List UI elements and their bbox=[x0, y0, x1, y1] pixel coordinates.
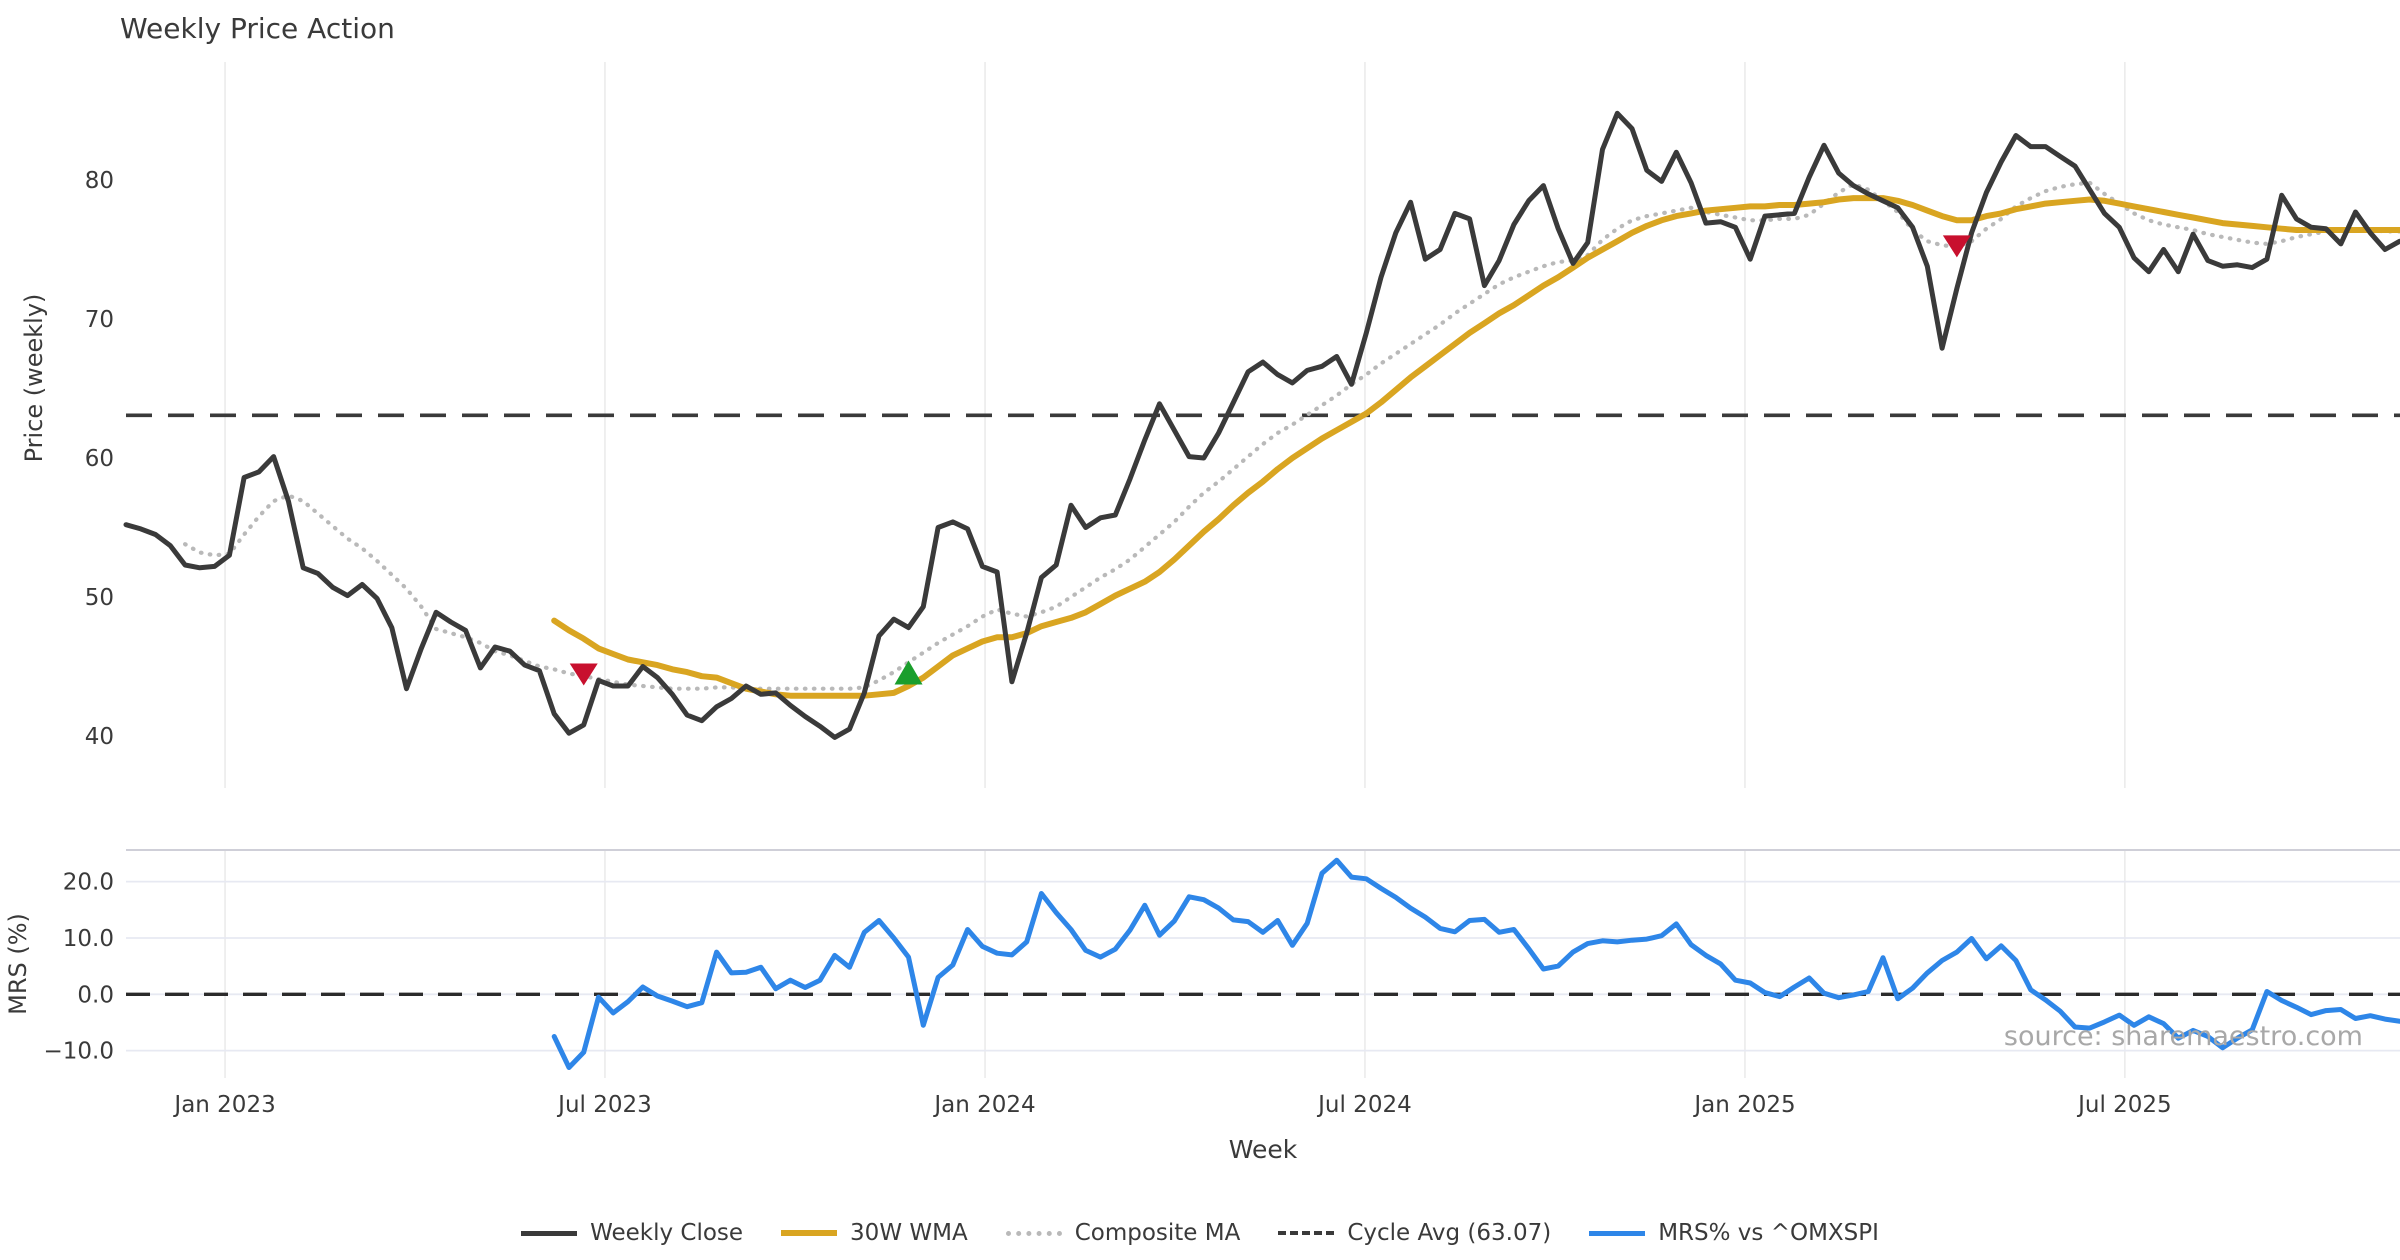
tick-layer: 40 50 60 70 80 20.0 10.0 0.0 −10.0 Jan 2023 Jul 20… bbox=[44, 168, 2172, 1118]
source-watermark: source: sharemaestro.com bbox=[2004, 1021, 2363, 1052]
x-tick-label: Jul 2024 bbox=[1316, 1092, 1412, 1118]
price-y-tick-label: 40 bbox=[85, 724, 114, 750]
legend-label: MRS% vs ^OMXSPI bbox=[1658, 1220, 1879, 1246]
legend-label: Composite MA bbox=[1074, 1220, 1241, 1246]
wma-30w-line bbox=[551, 195, 2400, 699]
mrs-y-axis-label: MRS (%) bbox=[4, 913, 32, 1015]
chart-title: Weekly Price Action bbox=[120, 12, 395, 45]
legend-item-cycle-avg: Cycle Avg (63.07) bbox=[1278, 1220, 1551, 1246]
price-y-tick-label: 80 bbox=[85, 168, 114, 194]
mrs-y-tick-label: 10.0 bbox=[63, 926, 114, 952]
x-tick-label: Jan 2023 bbox=[172, 1092, 275, 1118]
triangle-down-marker bbox=[569, 663, 598, 686]
price-y-axis-label: Price (weekly) bbox=[20, 294, 48, 463]
grid-layer bbox=[126, 62, 2400, 1078]
price-y-tick-label: 70 bbox=[85, 307, 114, 333]
legend-label: Cycle Avg (63.07) bbox=[1347, 1220, 1552, 1246]
legend: Weekly Close 30W WMA Composite MA Cycle … bbox=[0, 1212, 2400, 1254]
composite-ma-line-swatch bbox=[1005, 1230, 1062, 1236]
legend-label: 30W WMA bbox=[850, 1220, 968, 1246]
weekly-close-line-swatch bbox=[521, 1230, 578, 1236]
legend-label: Weekly Close bbox=[590, 1220, 744, 1246]
weekly-close-line bbox=[123, 110, 2400, 740]
mrs-y-tick-label: −10.0 bbox=[44, 1039, 114, 1065]
legend-item-mrs: MRS% vs ^OMXSPI bbox=[1589, 1220, 1879, 1246]
x-tick-label: Jan 2025 bbox=[1692, 1092, 1795, 1118]
legend-item-composite-ma: Composite MA bbox=[1005, 1220, 1241, 1246]
price-y-tick-label: 50 bbox=[85, 585, 114, 611]
x-tick-label: Jul 2023 bbox=[556, 1092, 652, 1118]
mrs-line-swatch bbox=[1589, 1230, 1646, 1236]
cycle-avg-line-swatch bbox=[1278, 1231, 1335, 1235]
x-tick-label: Jan 2024 bbox=[932, 1092, 1035, 1118]
price-y-tick-label: 60 bbox=[85, 446, 114, 472]
mrs-y-tick-label: 0.0 bbox=[77, 982, 114, 1008]
wma-line-swatch bbox=[781, 1230, 838, 1236]
x-axis-label: Week bbox=[1229, 1135, 1298, 1164]
series-layer bbox=[123, 110, 2400, 1070]
legend-item-weekly-close: Weekly Close bbox=[521, 1220, 743, 1246]
x-tick-label: Jul 2025 bbox=[2076, 1092, 2172, 1118]
mrs-line bbox=[551, 857, 2400, 1070]
legend-item-30w-wma: 30W WMA bbox=[781, 1220, 968, 1246]
composite-ma-line bbox=[183, 180, 2400, 691]
triangle-up-marker bbox=[894, 660, 923, 685]
mrs-y-tick-label: 20.0 bbox=[63, 870, 114, 896]
triangle-down-marker bbox=[1942, 235, 1971, 258]
